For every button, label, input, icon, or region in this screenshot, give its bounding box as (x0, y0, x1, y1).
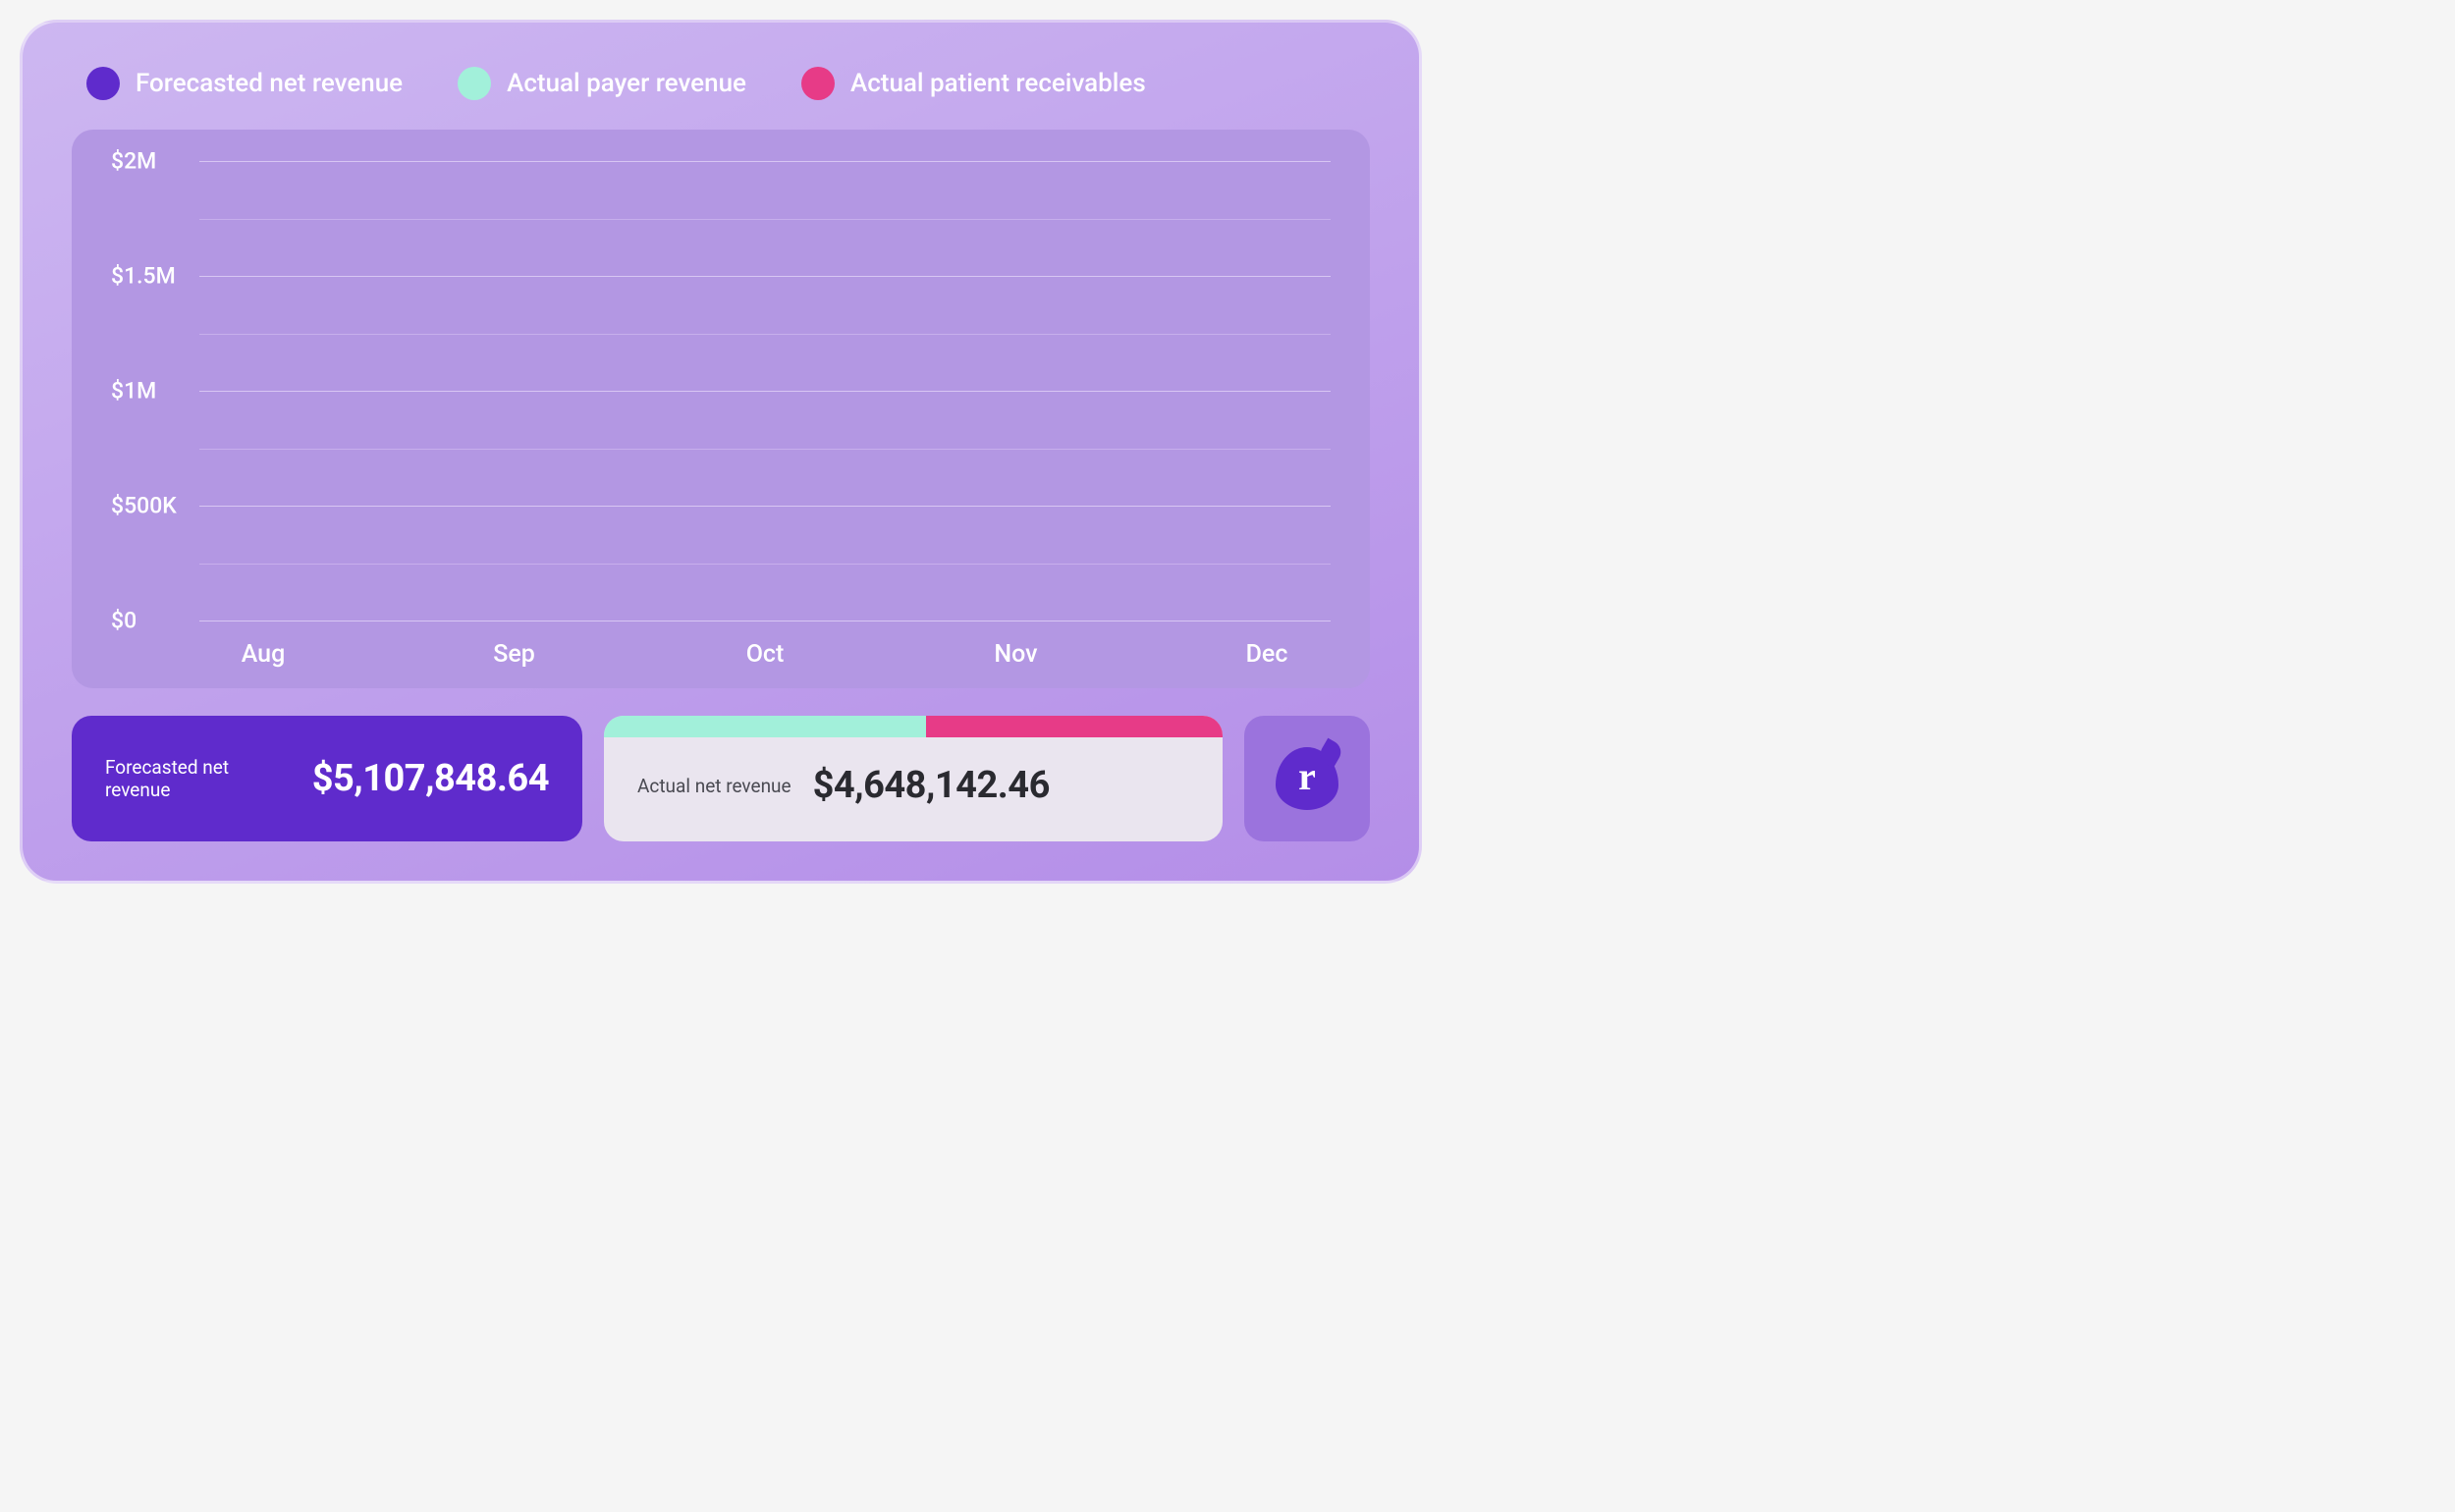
summary-forecast-card: Forecasted net revenue $5,107,848.64 (72, 716, 582, 841)
revenue-dashboard-card: Forecasted net revenue Actual payer reve… (20, 20, 1422, 884)
legend-item-forecast: Forecasted net revenue (86, 67, 403, 100)
legend-label-payer: Actual payer revenue (507, 69, 746, 98)
legend-dot-patient (801, 67, 835, 100)
brand-logo-letter: r (1298, 757, 1316, 796)
topbar-payer-segment (604, 716, 926, 737)
legend-dot-forecast (86, 67, 120, 100)
y-axis: $2M$1.5M$1M$500K$0 (111, 161, 199, 621)
summary-forecast-label: Forecasted net revenue (105, 756, 291, 801)
legend-label-patient: Actual patient receivables (850, 69, 1146, 98)
bars-container (199, 161, 1331, 621)
chart-panel: $2M $1.5M $1M $500K $0 Aug Sep Oct Nov Dec (72, 130, 1370, 688)
summary-row: Forecasted net revenue $5,107,848.64 Act… (72, 716, 1370, 841)
summary-actual-card: Actual net revenue $4,648,142.46 (604, 716, 1223, 841)
y-tick-label: $500K (111, 493, 177, 519)
legend-item-patient: Actual patient receivables (801, 67, 1146, 100)
plot (199, 161, 1331, 621)
summary-actual-value: $4,648,142.46 (813, 764, 1050, 807)
legend-dot-payer (458, 67, 491, 100)
y-tick-label: $0 (111, 608, 136, 634)
topbar-patient-segment (926, 716, 1223, 737)
y-tick-label: $2M (111, 148, 156, 175)
chart-legend: Forecasted net revenue Actual payer reve… (72, 67, 1370, 130)
legend-item-payer: Actual payer revenue (458, 67, 746, 100)
summary-actual-topbar (604, 716, 1223, 737)
y-tick-label: $1M (111, 378, 156, 405)
x-axis-label: Sep (461, 640, 569, 669)
chart-plot-area: $2M$1.5M$1M$500K$0 (111, 161, 1331, 621)
brand-logo-icon: r (1276, 747, 1338, 810)
x-axis-label: Dec (1213, 640, 1321, 669)
brand-logo-card: r (1244, 716, 1370, 841)
x-axis-label: Aug (209, 640, 317, 669)
x-axis-label: Oct (711, 640, 819, 669)
summary-actual-label: Actual net revenue (637, 775, 791, 797)
legend-label-forecast: Forecasted net revenue (136, 69, 403, 98)
x-axis-label: Nov (962, 640, 1070, 669)
summary-forecast-value: $5,107,848.64 (312, 757, 549, 800)
x-axis: Aug Sep Oct Nov Dec (111, 621, 1331, 669)
y-tick-label: $1.5M (111, 263, 176, 290)
